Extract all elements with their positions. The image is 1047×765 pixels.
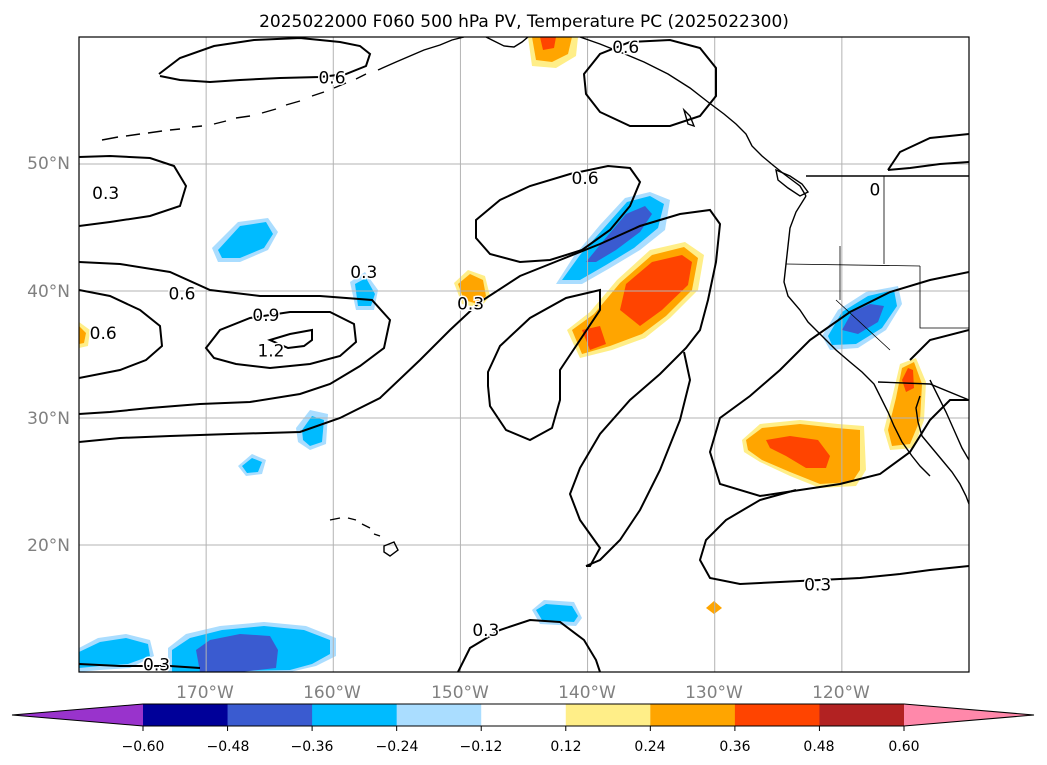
anomaly-positive	[766, 436, 830, 468]
lat-axis-labels: 20°N 30°N 40°N 50°N	[27, 154, 70, 556]
colorbar-tick-label: 0.36	[719, 739, 750, 755]
anomaly-positive	[458, 274, 486, 304]
contour-line	[79, 154, 188, 227]
colorbar-tick-label: 0.48	[803, 739, 834, 755]
anomaly-negative	[218, 222, 273, 258]
vancouver-island	[775, 168, 810, 197]
us-west-coast	[783, 195, 881, 397]
contour-line	[909, 329, 969, 361]
contour-label: 0.3	[143, 655, 170, 675]
contour-line	[475, 164, 642, 264]
lat-label: 20°N	[27, 536, 70, 556]
contour-line	[79, 663, 201, 669]
contour-line	[708, 271, 969, 498]
lon-label: 140°W	[558, 683, 616, 703]
contour-line	[79, 261, 392, 415]
colorbar-tick-label: 0.12	[550, 739, 581, 755]
anomaly-positive	[540, 37, 556, 50]
lon-label: 160°W	[303, 683, 361, 703]
contour-label: 1.2	[257, 342, 284, 362]
lon-label: 120°W	[812, 683, 870, 703]
colorbar-bin	[481, 704, 567, 726]
colorbar-bin	[650, 704, 736, 726]
hawaiian-islands	[329, 517, 399, 557]
anomaly-negative	[536, 604, 578, 622]
contour-label: 0.6	[90, 324, 117, 344]
colorbar-tick-label: −0.36	[291, 739, 334, 755]
coastline-layer	[101, 37, 969, 557]
contour-label: 0.3	[350, 263, 377, 283]
contour-line	[585, 351, 692, 567]
lon-axis-labels: 170°W 160°W 150°W 140°W 130°W 120°W	[176, 683, 870, 703]
contour-label: 0.6	[612, 38, 639, 58]
lat-label: 40°N	[27, 282, 70, 302]
bc-coast	[579, 37, 807, 197]
contour-line	[158, 37, 372, 84]
lon-label: 150°W	[431, 683, 489, 703]
colorbar-bin	[396, 704, 482, 726]
contour-label: 0.3	[457, 295, 484, 315]
colorbar-bin	[143, 704, 229, 726]
colorbar-bin	[227, 704, 313, 726]
lon-label: 130°W	[685, 683, 743, 703]
contour-label: 0.9	[252, 306, 279, 326]
contour-label: 0.6	[572, 169, 599, 189]
map-area: 0.6 0.6 0.3 0.3 0.6 0.9 0.6 1.2 0.3 0.3 0.3 0.3 0.6 0	[79, 37, 969, 675]
us-mexico-border	[877, 381, 969, 401]
pv-contours	[79, 37, 969, 672]
colorbar-tick-label: 0.60	[888, 739, 919, 755]
anomaly-negative	[302, 416, 324, 446]
contour-label: 0	[870, 180, 881, 200]
contour-line	[457, 618, 601, 672]
contour-label: 0.6	[318, 69, 345, 89]
state-lines	[785, 176, 969, 351]
contour-line	[698, 489, 969, 586]
haida-gwaii	[682, 107, 696, 128]
contour-line	[267, 328, 313, 350]
contour-line	[887, 161, 969, 171]
colorbar-bin	[312, 704, 398, 726]
colorbar-bin	[819, 704, 905, 726]
aleutian-islands	[101, 73, 367, 141]
colorbar-high-extend	[904, 704, 1034, 726]
lat-label: 50°N	[27, 154, 70, 174]
colorbar-tick-labels: −0.60 −0.48 −0.36 −0.24 −0.12 0.12 0.24 …	[122, 739, 920, 755]
contour-line	[204, 311, 358, 370]
anomaly-positive	[706, 601, 722, 614]
colorbar-bin	[734, 704, 820, 726]
anomaly-positive	[902, 368, 914, 392]
colorbar-tick-label: 0.24	[634, 739, 665, 755]
contour-labels: 0.6 0.6 0.3 0.3 0.6 0.9 0.6 1.2 0.3 0.3 0.3 0.3 0.6 0	[88, 37, 882, 675]
contour-label: 0.3	[804, 575, 831, 595]
contour-label: 0.3	[92, 184, 119, 204]
contour-label: 0.6	[168, 285, 195, 305]
anomaly-negative	[842, 304, 884, 334]
lat-label: 30°N	[27, 409, 70, 429]
alaska-coast	[377, 37, 529, 71]
colorbar-tick-label: −0.60	[122, 739, 165, 755]
anomaly-negative	[586, 206, 652, 262]
colorbar-low-extend	[12, 704, 143, 726]
baja-california	[879, 395, 969, 505]
contour-line	[582, 38, 717, 127]
contour-label: 0.3	[472, 621, 499, 641]
contour-line	[487, 288, 601, 442]
colorbar-tick-label: −0.24	[376, 739, 419, 755]
anomaly-negative	[242, 458, 262, 473]
anomaly-positive	[79, 326, 86, 344]
colorbar	[11, 703, 1035, 731]
lon-label: 170°W	[176, 683, 234, 703]
colorbar-tick-label: −0.48	[207, 739, 250, 755]
figure-title: 2025022000 F060 500 hPa PV, Temperature …	[259, 12, 789, 32]
map-frame	[78, 36, 970, 673]
contour-line	[887, 133, 969, 171]
colorbar-bin	[565, 704, 651, 726]
colorbar-tick-label: −0.12	[460, 739, 503, 755]
anomaly-negative	[196, 634, 278, 672]
contour-line	[79, 289, 164, 379]
anomaly-negative	[79, 638, 150, 668]
contour-line	[79, 208, 722, 567]
mexico-coast	[929, 379, 969, 461]
